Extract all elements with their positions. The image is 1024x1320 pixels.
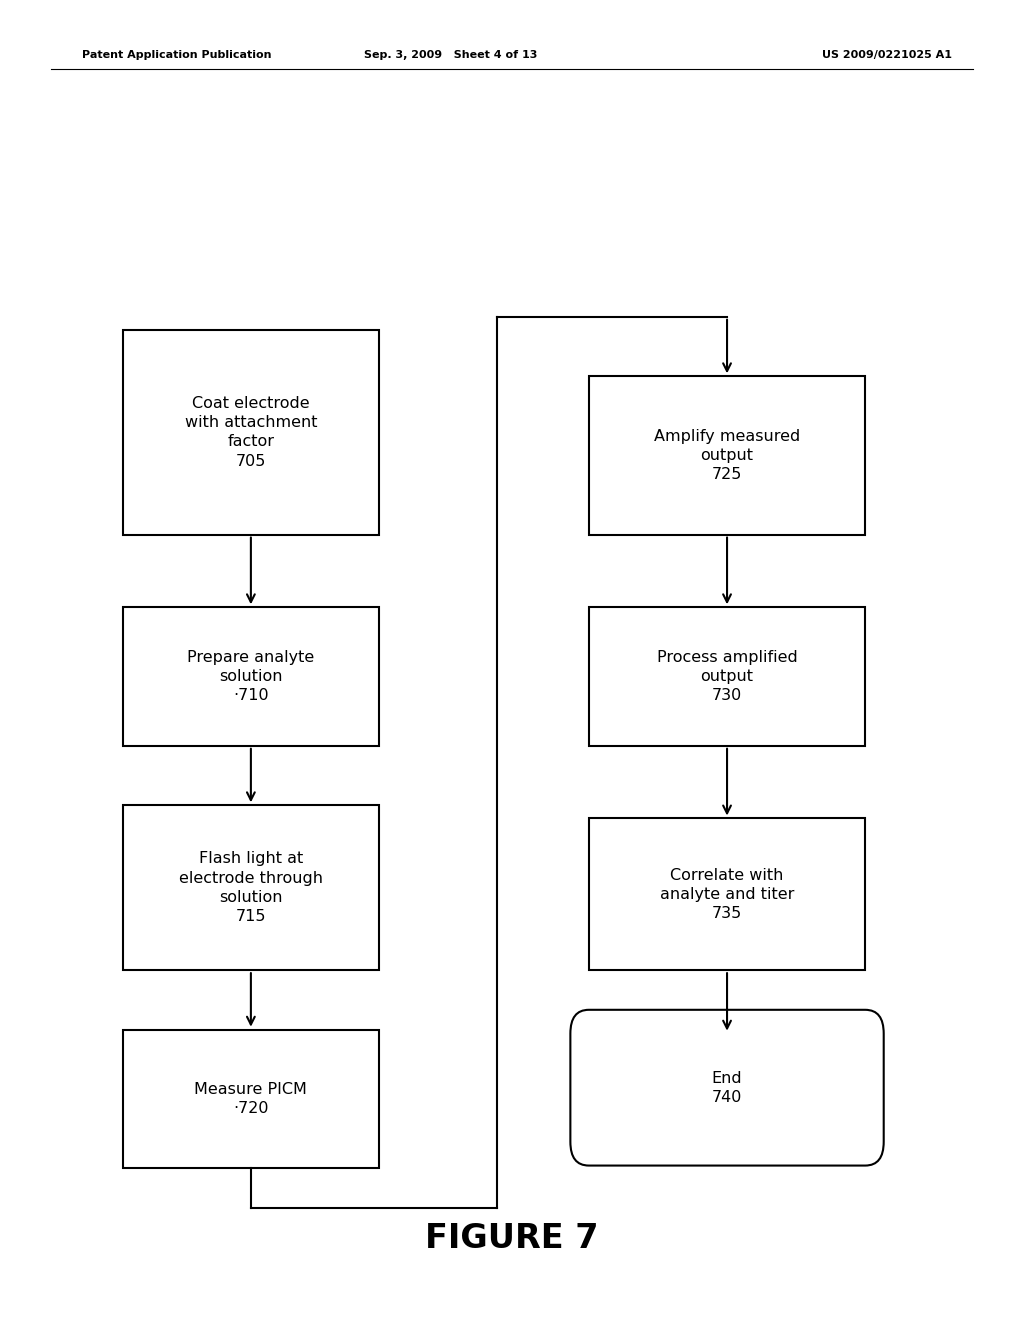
Bar bbox=[589, 376, 865, 535]
Text: Prepare analyte
solution
·710: Prepare analyte solution ·710 bbox=[187, 649, 314, 704]
Text: End
740: End 740 bbox=[712, 1071, 742, 1105]
Text: Patent Application Publication: Patent Application Publication bbox=[82, 50, 271, 61]
Bar bbox=[123, 1030, 379, 1168]
Bar bbox=[589, 607, 865, 746]
Text: Coat electrode
with attachment
factor
705: Coat electrode with attachment factor 70… bbox=[184, 396, 317, 469]
Text: Sep. 3, 2009   Sheet 4 of 13: Sep. 3, 2009 Sheet 4 of 13 bbox=[364, 50, 538, 61]
Text: Process amplified
output
730: Process amplified output 730 bbox=[656, 649, 798, 704]
Bar bbox=[589, 818, 865, 970]
Text: FIGURE 7: FIGURE 7 bbox=[425, 1222, 599, 1254]
Bar bbox=[123, 607, 379, 746]
Text: Correlate with
analyte and titer
735: Correlate with analyte and titer 735 bbox=[659, 867, 795, 921]
Bar bbox=[123, 330, 379, 535]
FancyBboxPatch shape bbox=[570, 1010, 884, 1166]
Text: Flash light at
electrode through
solution
715: Flash light at electrode through solutio… bbox=[179, 851, 323, 924]
Text: US 2009/0221025 A1: US 2009/0221025 A1 bbox=[822, 50, 952, 61]
Text: Amplify measured
output
725: Amplify measured output 725 bbox=[654, 429, 800, 482]
Bar bbox=[123, 805, 379, 970]
Text: Measure PICM
·720: Measure PICM ·720 bbox=[195, 1082, 307, 1115]
